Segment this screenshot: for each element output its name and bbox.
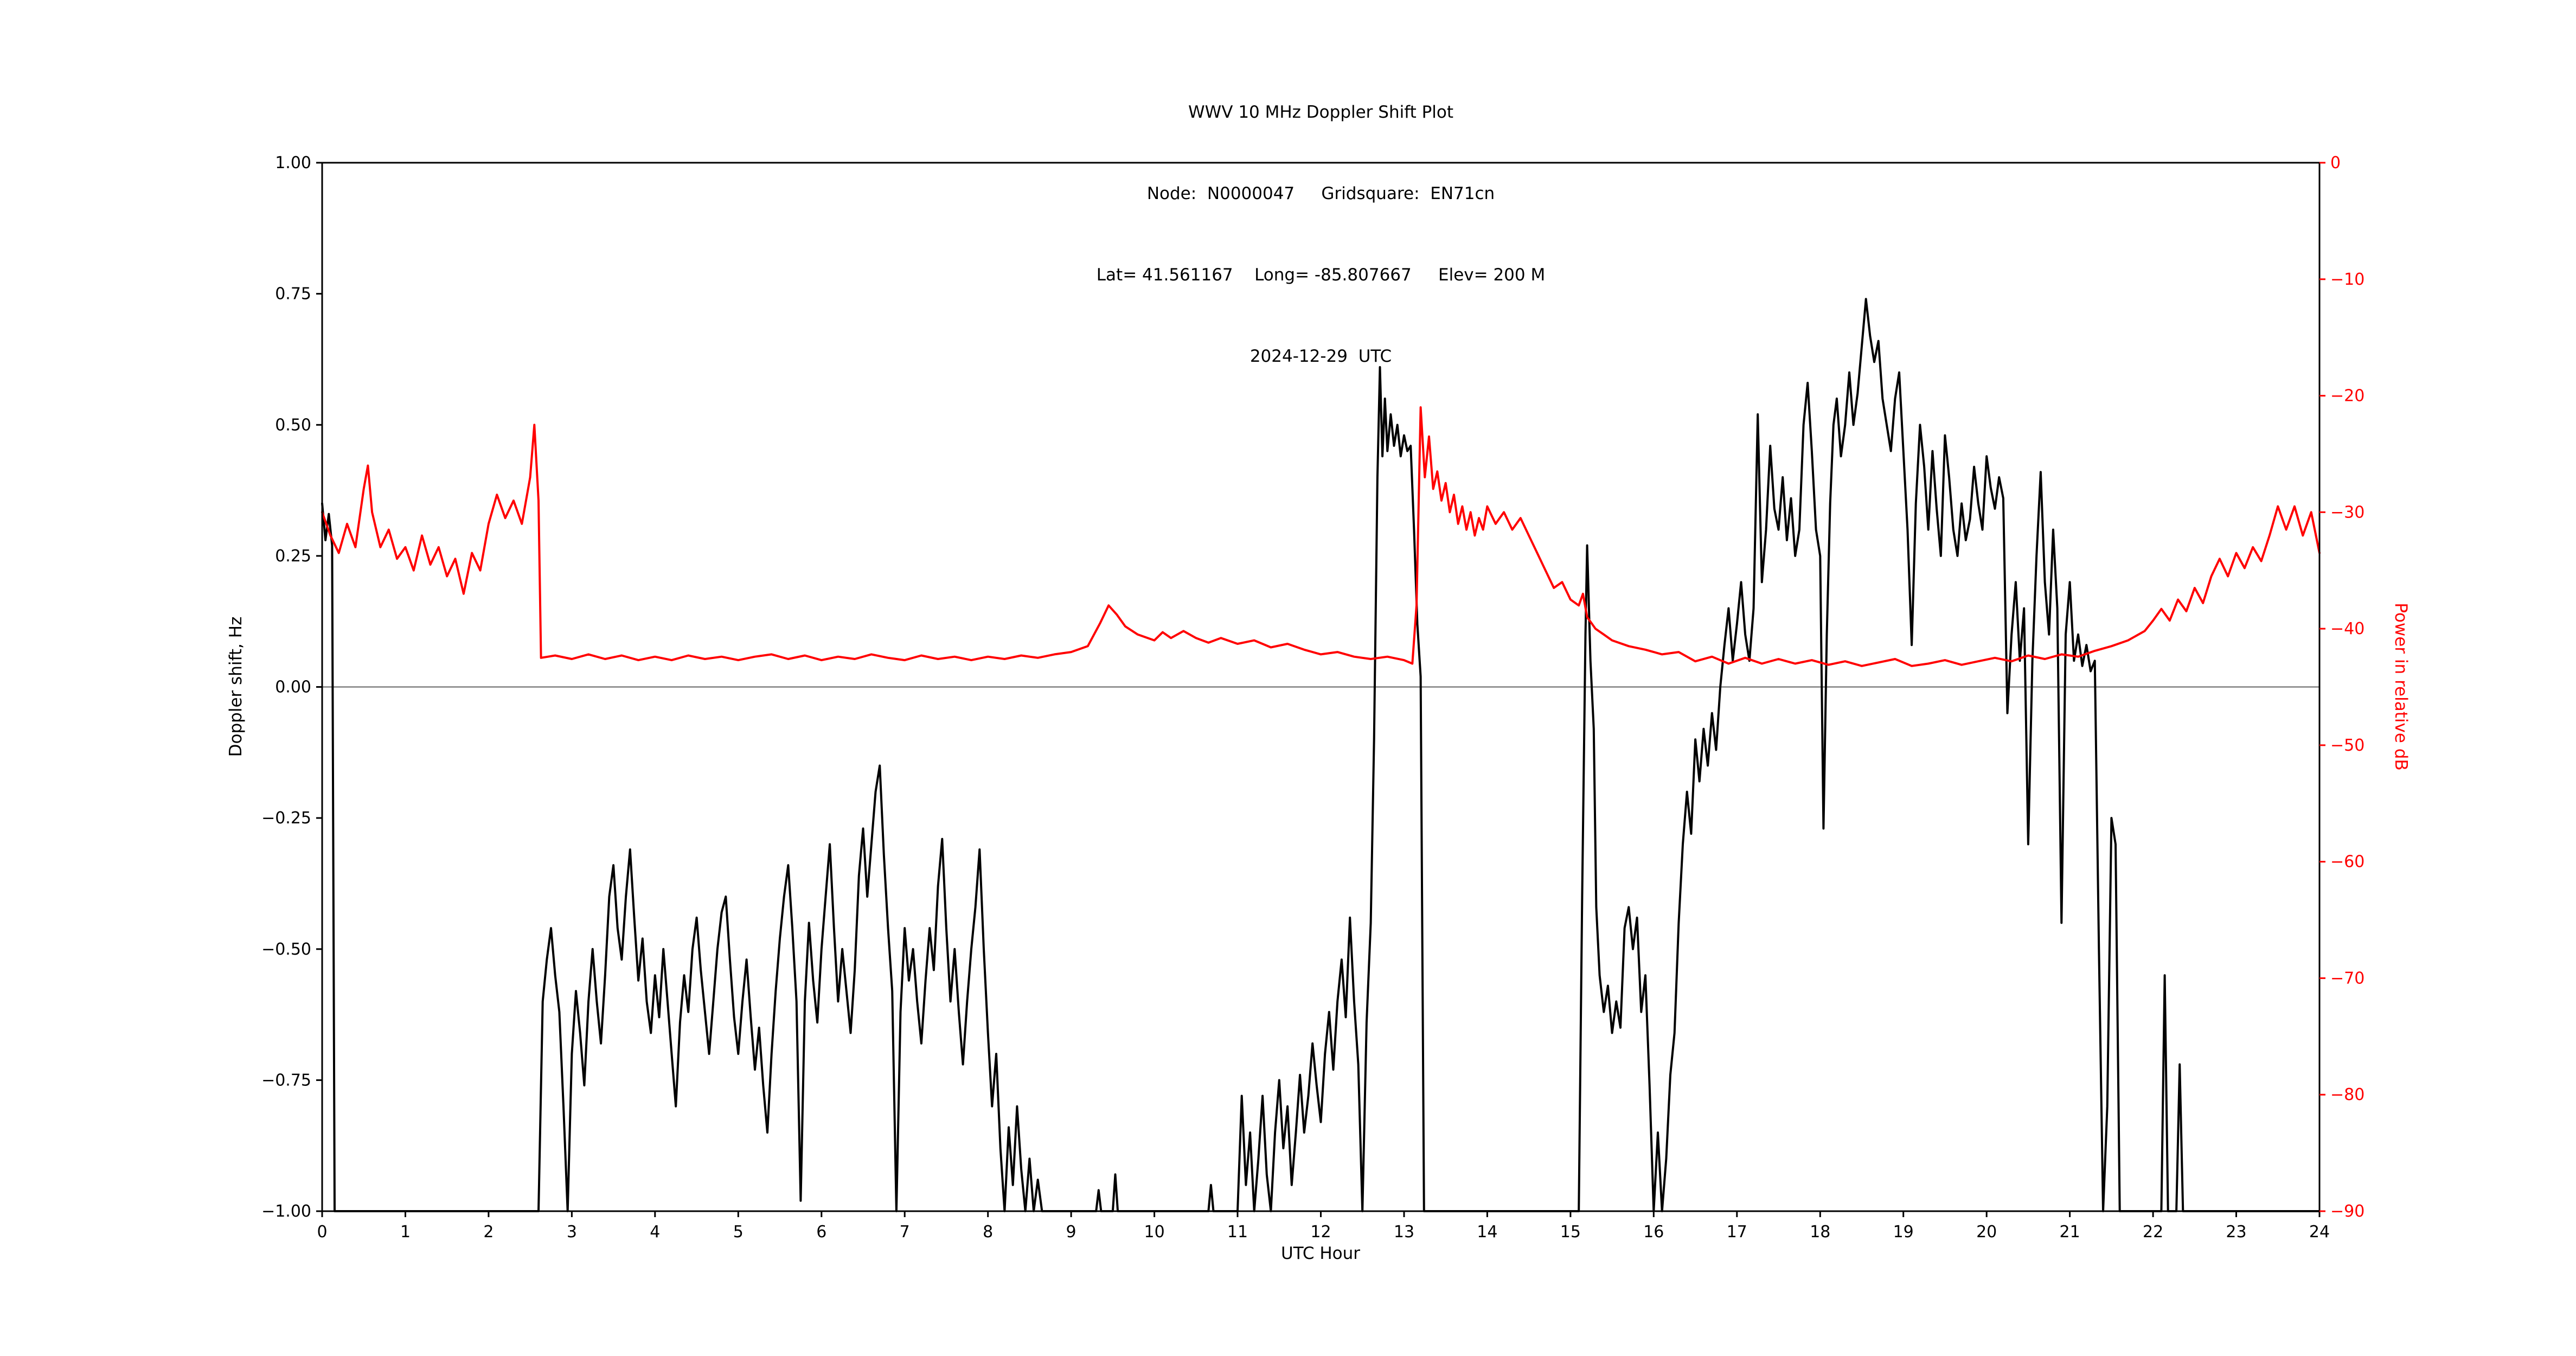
x-tick-label: 2 [483, 1223, 494, 1242]
y-right-tick-label: −10 [2330, 270, 2364, 289]
x-tick-label: 11 [1227, 1223, 1248, 1242]
x-tick-label: 16 [1643, 1223, 1664, 1242]
y-left-tick-label: 0.75 [275, 285, 311, 304]
y-left-tick-label: 0.50 [275, 415, 311, 434]
x-tick-label: 0 [317, 1223, 327, 1242]
y-left-tick-label: 0.25 [275, 547, 311, 566]
x-tick-label: 5 [733, 1223, 744, 1242]
x-tick-label: 9 [1066, 1223, 1076, 1242]
title-block: WWV 10 MHz Doppler Shift Plot Node: N000… [322, 44, 2319, 424]
y-left-tick-label: −0.75 [261, 1071, 311, 1090]
y-left-tick-label: 0.00 [275, 678, 311, 697]
x-tick-label: 23 [2226, 1223, 2246, 1242]
y-left-tick-label: −0.25 [261, 809, 311, 828]
y-right-tick-label: −80 [2330, 1085, 2364, 1104]
y-left-tick-label: 1.00 [275, 153, 311, 172]
plot-subtitle-node: Node: N0000047 Gridsquare: EN71cn [1146, 184, 1495, 203]
y-right-tick-label: −50 [2330, 736, 2364, 755]
plot-subtitle-date: 2024-12-29 UTC [1249, 347, 1392, 366]
y-left-tick-label: −1.00 [261, 1202, 311, 1221]
y-left-tick-label: −0.50 [261, 940, 311, 959]
doppler-shift-line [321, 298, 2321, 1212]
y-right-tick-label: −20 [2330, 387, 2364, 406]
x-tick-label: 15 [1560, 1223, 1581, 1242]
x-tick-label: 17 [1727, 1223, 1747, 1242]
x-tick-label: 19 [1893, 1223, 1914, 1242]
plot-title: WWV 10 MHz Doppler Shift Plot [1188, 103, 1454, 122]
plot-subtitle-location: Lat= 41.561167 Long= -85.807667 Elev= 20… [1096, 265, 1546, 285]
x-tick-label: 6 [816, 1223, 826, 1242]
y-right-tick-label: −70 [2330, 969, 2364, 988]
x-axis-label: UTC Hour [1281, 1244, 1360, 1263]
y-right-tick-label: −90 [2330, 1202, 2364, 1221]
y-right-tick-label: −60 [2330, 853, 2364, 872]
x-tick-label: 3 [567, 1223, 577, 1242]
x-tick-label: 8 [983, 1223, 993, 1242]
x-tick-label: 1 [400, 1223, 411, 1242]
x-tick-label: 18 [1810, 1223, 1830, 1242]
x-tick-label: 24 [2309, 1223, 2330, 1242]
y-right-tick-label: −30 [2330, 503, 2364, 522]
y-left-axis-label: Doppler shift, Hz [226, 616, 246, 757]
x-tick-label: 22 [2143, 1223, 2163, 1242]
x-tick-label: 14 [1477, 1223, 1497, 1242]
x-tick-label: 10 [1144, 1223, 1165, 1242]
x-tick-label: 12 [1310, 1223, 1331, 1242]
x-tick-label: 4 [650, 1223, 660, 1242]
x-tick-label: 7 [900, 1223, 910, 1242]
x-tick-label: 20 [1976, 1223, 1997, 1242]
power-line [321, 406, 2321, 667]
y-right-tick-label: 0 [2330, 153, 2341, 172]
y-right-tick-label: −40 [2330, 619, 2364, 638]
x-tick-label: 21 [2060, 1223, 2080, 1242]
y-right-axis-label: Power in relative dB [2391, 603, 2411, 771]
x-tick-label: 13 [1394, 1223, 1414, 1242]
